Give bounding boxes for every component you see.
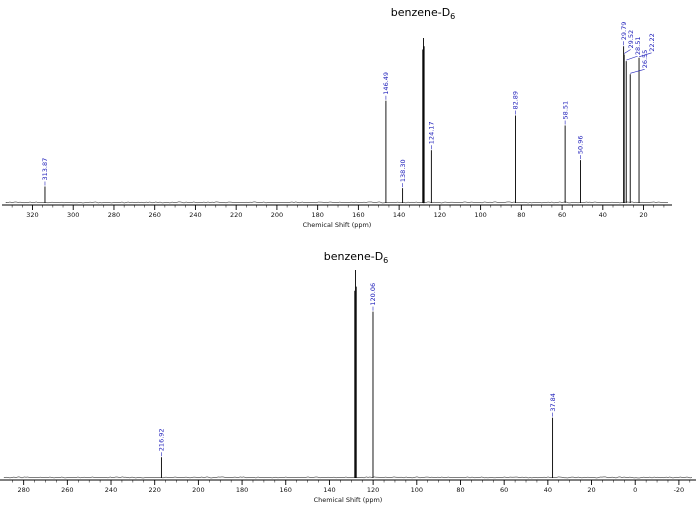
svg-text:124.17: 124.17: [428, 121, 436, 144]
svg-text:120: 120: [434, 211, 446, 219]
svg-text:58.51: 58.51: [561, 101, 569, 120]
svg-text:Chemical Shift (ppm): Chemical Shift (ppm): [303, 221, 372, 229]
nmr-spectrum-panel-top: 320 300 280 260 240 220 200 180 160 140 120 100 80 60…: [0, 0, 700, 238]
svg-text:20: 20: [587, 486, 595, 494]
spectrum-plot-bottom: 280 260 240 220 200 180 160 140 120 100 80 60 40 20 0-…: [0, 270, 696, 504]
svg-text:320: 320: [26, 211, 38, 219]
solvent-label-top: benzene-D6: [391, 6, 456, 21]
svg-text:0: 0: [633, 486, 637, 494]
svg-text:260: 260: [148, 211, 160, 219]
svg-text:120: 120: [367, 486, 379, 494]
svg-text:313.87: 313.87: [41, 158, 49, 181]
svg-text:140: 140: [323, 486, 335, 494]
solvent-label-subscript: 6: [450, 12, 456, 22]
svg-text:300: 300: [67, 211, 79, 219]
svg-text:29.52: 29.52: [627, 30, 635, 49]
svg-text:37.84: 37.84: [549, 393, 557, 412]
solvent-label-subscript: 6: [383, 256, 389, 266]
svg-text:100: 100: [411, 486, 423, 494]
svg-text:28.51: 28.51: [634, 36, 642, 55]
svg-text:240: 240: [105, 486, 117, 494]
svg-text:29.79: 29.79: [620, 22, 628, 41]
solvent-label-text: benzene-D: [323, 250, 384, 263]
solvent-label-text: benzene-D: [390, 6, 451, 19]
svg-text:160: 160: [352, 211, 364, 219]
svg-text:60: 60: [558, 211, 566, 219]
svg-text:120.06: 120.06: [369, 283, 377, 306]
svg-text:260: 260: [61, 486, 73, 494]
svg-text:180: 180: [311, 211, 323, 219]
svg-text:26.55: 26.55: [641, 50, 649, 69]
svg-text:22.22: 22.22: [648, 33, 656, 52]
svg-text:20: 20: [639, 211, 647, 219]
svg-text:138.30: 138.30: [399, 159, 407, 182]
svg-text:160: 160: [280, 486, 292, 494]
svg-text:180: 180: [236, 486, 248, 494]
svg-text:80: 80: [456, 486, 464, 494]
svg-text:220: 220: [230, 211, 242, 219]
svg-text:82.89: 82.89: [512, 91, 520, 110]
svg-text:240: 240: [189, 211, 201, 219]
svg-text:280: 280: [17, 486, 29, 494]
svg-text:146.49: 146.49: [382, 72, 390, 95]
svg-text:80: 80: [517, 211, 525, 219]
svg-text:140: 140: [393, 211, 405, 219]
svg-text:50.96: 50.96: [577, 135, 585, 154]
svg-text:60: 60: [500, 486, 508, 494]
nmr-spectrum-panel-bottom: 280 260 240 220 200 180 160 140 120 100 80 60 40 20 0-…: [0, 238, 700, 511]
svg-text:-20: -20: [674, 486, 685, 494]
svg-text:216.92: 216.92: [158, 428, 166, 451]
svg-text:220: 220: [148, 486, 160, 494]
solvent-label-bottom: benzene-D6: [324, 250, 389, 265]
svg-text:Chemical Shift (ppm): Chemical Shift (ppm): [314, 496, 383, 504]
spectrum-plot-top: 320 300 280 260 240 220 200 180 160 140 120 100 80 60…: [2, 22, 672, 229]
svg-text:40: 40: [599, 211, 607, 219]
svg-text:200: 200: [271, 211, 283, 219]
svg-text:280: 280: [108, 211, 120, 219]
svg-text:40: 40: [544, 486, 552, 494]
svg-text:200: 200: [192, 486, 204, 494]
svg-text:100: 100: [474, 211, 486, 219]
